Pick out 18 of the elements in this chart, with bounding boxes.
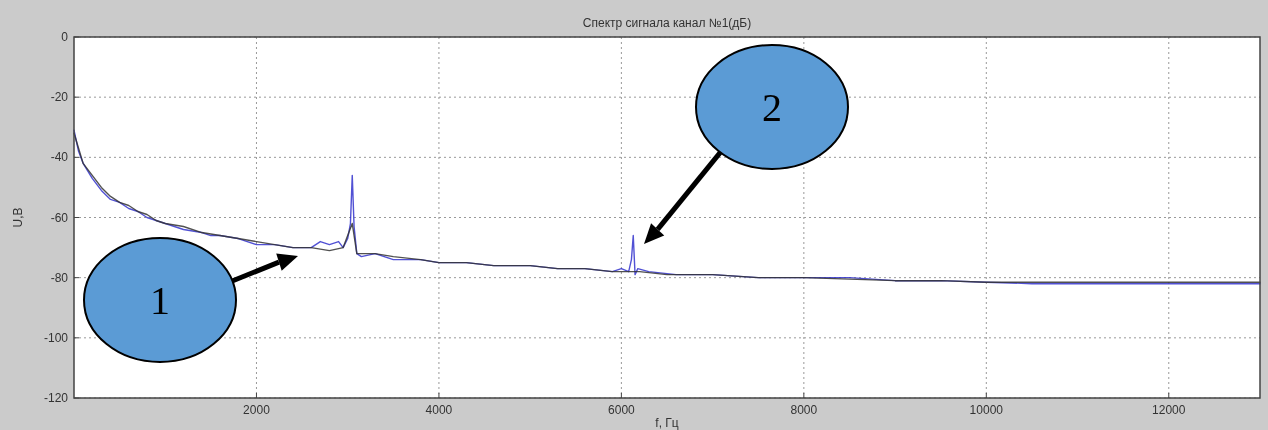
x-tick-label: 2000 [243, 403, 271, 417]
x-tick-label: 6000 [608, 403, 636, 417]
y-tick-label: -80 [50, 270, 69, 285]
y-axis-title: U,B [11, 207, 25, 228]
y-tick-label: -100 [43, 330, 69, 345]
x-tick-label: 8000 [790, 403, 818, 417]
x-tick-label: 10000 [969, 403, 1004, 417]
y-tick-label: -60 [50, 210, 69, 225]
x-axis-title: f, Гц [655, 416, 679, 430]
x-tick-label: 12000 [1152, 403, 1186, 417]
y-tick-label: -20 [50, 90, 69, 105]
annotation: 1 [150, 278, 170, 323]
y-tick-label: -40 [50, 150, 69, 165]
chart-title: Спектр сигнала канал №1(дБ) [582, 16, 752, 30]
x-tick-label: 4000 [425, 403, 453, 417]
annotation: 2 [762, 85, 782, 130]
y-tick-label: -120 [43, 391, 69, 405]
y-tick-label: 0 [61, 30, 69, 44]
